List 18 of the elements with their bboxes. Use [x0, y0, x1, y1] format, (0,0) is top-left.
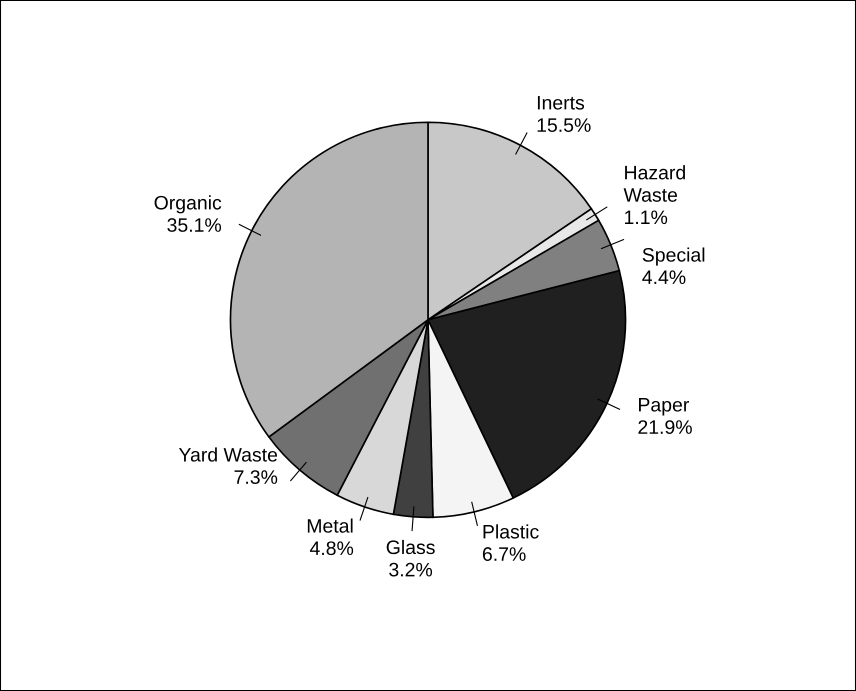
- data-label: 4.4%: [642, 270, 686, 284]
- data-label: 35.1%: [167, 218, 222, 232]
- slice-label: Special: [642, 247, 704, 266]
- slice-label: Organic: [154, 195, 222, 214]
- data-label: 15.5%: [538, 118, 591, 132]
- data-label: 1.1%: [625, 210, 668, 224]
- slice-label: Plastic: [484, 524, 539, 539]
- data-label: 6.7%: [482, 547, 526, 561]
- slice-label: Metal: [308, 518, 353, 533]
- slice-label: Hazard Waste: [624, 165, 685, 202]
- data-label: 21.9%: [638, 420, 692, 434]
- data-label: 4.8%: [310, 541, 354, 556]
- slice-label: Yard Waste: [178, 447, 278, 462]
- data-label: 3.2%: [389, 562, 432, 577]
- slice-label: Glass: [386, 540, 435, 554]
- slice-label: Inerts: [538, 96, 584, 110]
- slice-label: Paper: [639, 398, 689, 416]
- data-label: 7.3%: [234, 470, 278, 484]
